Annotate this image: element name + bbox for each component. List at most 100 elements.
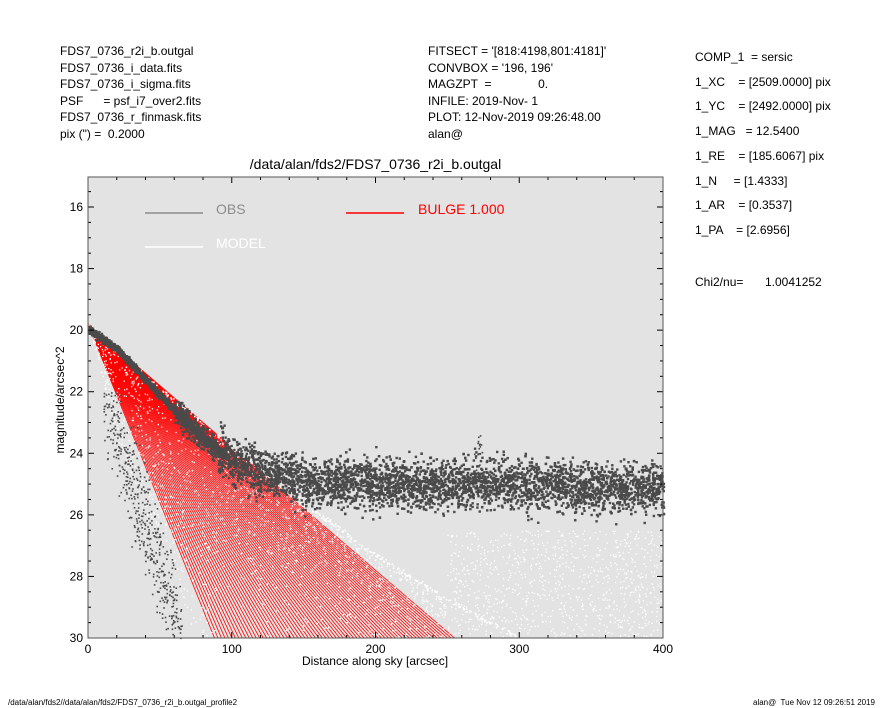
model-point [580, 636, 582, 638]
model-point [342, 536, 345, 538]
model-point [476, 604, 479, 606]
obs-point [256, 473, 259, 476]
model-point [595, 609, 597, 612]
obs-point [378, 502, 381, 505]
model-point [162, 390, 165, 393]
model-point [107, 392, 109, 394]
model-point [623, 598, 625, 600]
model-point [455, 573, 458, 575]
model-point [209, 429, 211, 431]
model-point [514, 572, 516, 574]
obs-point [451, 468, 455, 471]
model-point [264, 523, 266, 526]
model-point [409, 577, 412, 579]
model-point [449, 599, 452, 602]
obs-point [600, 487, 603, 491]
model-point [292, 571, 294, 574]
model-point [140, 484, 142, 487]
model-point [323, 517, 325, 519]
model-point [290, 534, 293, 537]
model-point [234, 451, 236, 453]
model-point [626, 576, 628, 579]
obs-point [328, 489, 331, 492]
model-point [215, 589, 218, 591]
model-point [487, 608, 489, 611]
model-point [233, 451, 236, 453]
model-point [422, 596, 424, 599]
model-point [421, 580, 424, 583]
model-point [348, 569, 350, 571]
model-point [583, 556, 586, 559]
model-point [605, 575, 607, 578]
model-point [548, 581, 550, 584]
model-point [357, 606, 359, 608]
model-point [472, 561, 474, 564]
model-point [405, 633, 407, 636]
model-point [550, 615, 552, 617]
model-point [126, 372, 128, 374]
model-point [496, 568, 498, 570]
model-point [587, 566, 590, 568]
obs-point [579, 484, 583, 487]
model-point [252, 494, 254, 496]
model-point [128, 439, 130, 441]
model-point [652, 575, 654, 577]
model-point [131, 373, 133, 375]
model-point [563, 633, 565, 635]
model-point [467, 546, 469, 549]
model-point [658, 536, 661, 538]
model-point [451, 579, 453, 581]
model-point [638, 574, 640, 576]
model-point [308, 522, 310, 524]
model-point [148, 492, 150, 495]
model-point [639, 595, 641, 597]
obs-point [646, 483, 649, 486]
obs-point [323, 470, 326, 474]
model-point [618, 626, 620, 628]
model-point [194, 513, 197, 516]
model-point [394, 605, 396, 607]
model-point [188, 526, 190, 528]
model-point [292, 551, 295, 554]
model-point [351, 585, 353, 588]
model-point [619, 554, 622, 557]
model-point [233, 610, 235, 612]
model-point [112, 380, 114, 383]
model-point [645, 576, 647, 579]
model-point [227, 585, 229, 588]
model-point [522, 549, 524, 552]
model-point [360, 558, 362, 560]
model-point [640, 583, 643, 585]
model-point [520, 561, 522, 563]
model-point [614, 530, 617, 533]
model-point [584, 574, 586, 576]
obs-point [579, 498, 583, 502]
model-point [509, 576, 511, 579]
model-point [268, 494, 270, 496]
bulge-line [87, 323, 302, 639]
model-point [569, 617, 571, 619]
model-point [354, 544, 356, 546]
model-point [541, 620, 544, 623]
model-point [521, 531, 524, 533]
bulge-line [87, 323, 295, 639]
model-point [184, 558, 186, 560]
model-point [519, 630, 522, 633]
model-point [476, 615, 478, 618]
bulge-line [87, 323, 222, 639]
obs-point [496, 480, 500, 483]
obs-point [439, 493, 442, 497]
obs-point [566, 502, 569, 505]
model-point [622, 552, 624, 554]
model-point [544, 560, 546, 562]
model-point [564, 632, 566, 635]
model-point [485, 634, 487, 636]
model-point [137, 383, 139, 386]
model-point [573, 565, 575, 567]
model-point [604, 597, 607, 599]
model-point [458, 551, 460, 553]
model-point [376, 606, 378, 608]
obs-point [452, 459, 455, 463]
model-point [114, 362, 116, 364]
model-point [458, 603, 460, 605]
